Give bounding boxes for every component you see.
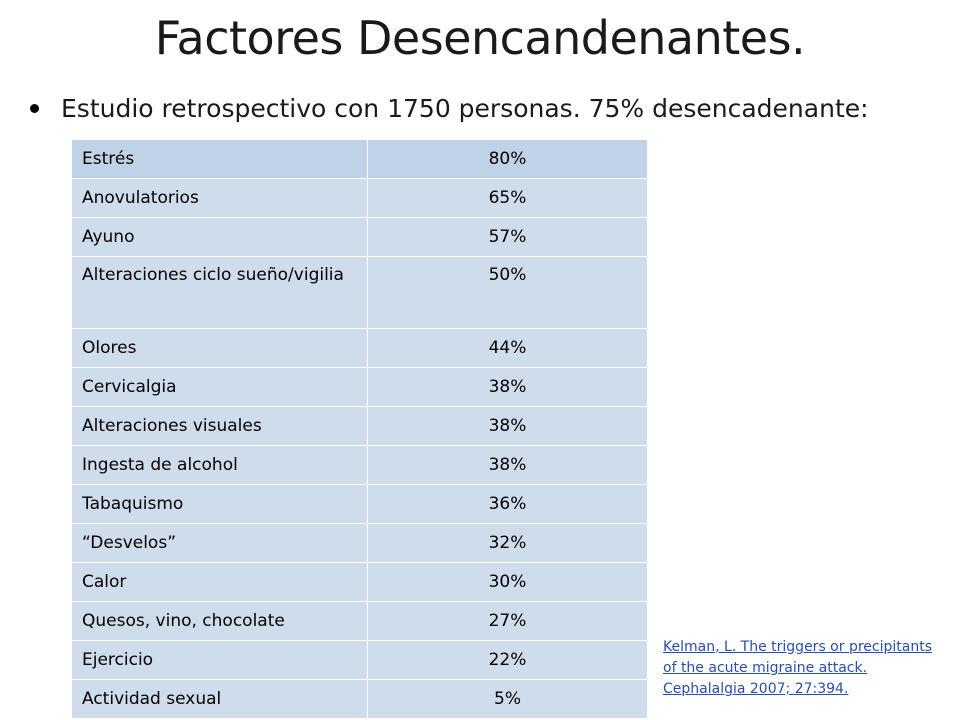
percent-cell: 5% [367, 679, 648, 719]
factor-cell: Anovulatorios [71, 178, 368, 218]
percent-cell: 57% [367, 217, 648, 257]
percent-cell: 44% [367, 328, 648, 368]
slide-title: Factores Desencandenantes. [154, 11, 806, 65]
table-row: Quesos, vino, chocolate 27% [71, 601, 648, 641]
factor-cell: Actividad sexual [71, 679, 368, 719]
table-row: Ayuno 57% [71, 217, 648, 257]
table-row: Actividad sexual 5% [71, 679, 648, 719]
percent-cell: 32% [367, 523, 648, 563]
table-row: Estrés 80% [71, 139, 648, 179]
table-row: Alteraciones visuales 38% [71, 406, 648, 446]
table-row: Calor 30% [71, 562, 648, 602]
percent-cell: 30% [367, 562, 648, 602]
factor-cell: Alteraciones ciclo sueño/vigilia [71, 256, 368, 329]
factor-cell: Estrés [71, 139, 368, 179]
percent-cell: 27% [367, 601, 648, 641]
factor-cell: “Desvelos” [71, 523, 368, 563]
table-row: Ingesta de alcohol 38% [71, 445, 648, 485]
factor-cell: Alteraciones visuales [71, 406, 368, 446]
reference-link[interactable]: Kelman, L. The triggers or precipitants … [663, 637, 953, 700]
bullet-point: Estudio retrospectivo con 1750 personas.… [30, 90, 869, 126]
table-row: Olores 44% [71, 328, 648, 368]
percent-cell: 22% [367, 640, 648, 680]
factor-cell: Calor [71, 562, 368, 602]
percent-cell: 80% [367, 139, 648, 179]
factor-cell: Ayuno [71, 217, 368, 257]
percent-cell: 50% [367, 256, 648, 329]
factor-cell: Ingesta de alcohol [71, 445, 368, 485]
bullet-text: Estudio retrospectivo con 1750 personas.… [61, 93, 869, 123]
factor-cell: Cervicalgia [71, 367, 368, 407]
table-row: Alteraciones ciclo sueño/vigilia 50% [71, 256, 648, 329]
table-row: Tabaquismo 36% [71, 484, 648, 524]
triggers-table: Estrés 80% Anovulatorios 65% Ayuno 57% A… [71, 139, 648, 719]
factor-cell: Quesos, vino, chocolate [71, 601, 368, 641]
reference-line-2[interactable]: of the acute migraine attack. [663, 660, 868, 676]
factor-cell: Olores [71, 328, 368, 368]
bullet-dot-icon [30, 103, 39, 113]
percent-cell: 38% [367, 406, 648, 446]
factor-cell: Tabaquismo [71, 484, 368, 524]
percent-cell: 38% [367, 445, 648, 485]
table-row: Anovulatorios 65% [71, 178, 648, 218]
table-row: Cervicalgia 38% [71, 367, 648, 407]
reference-line-1[interactable]: Kelman, L. The triggers or precipitants [663, 639, 932, 655]
percent-cell: 65% [367, 178, 648, 218]
percent-cell: 38% [367, 367, 648, 407]
factor-cell: Ejercicio [71, 640, 368, 680]
table-row: Ejercicio 22% [71, 640, 648, 680]
percent-cell: 36% [367, 484, 648, 524]
table-row: “Desvelos” 32% [71, 523, 648, 563]
reference-line-3[interactable]: Cephalalgia 2007; 27:394. [663, 681, 849, 697]
